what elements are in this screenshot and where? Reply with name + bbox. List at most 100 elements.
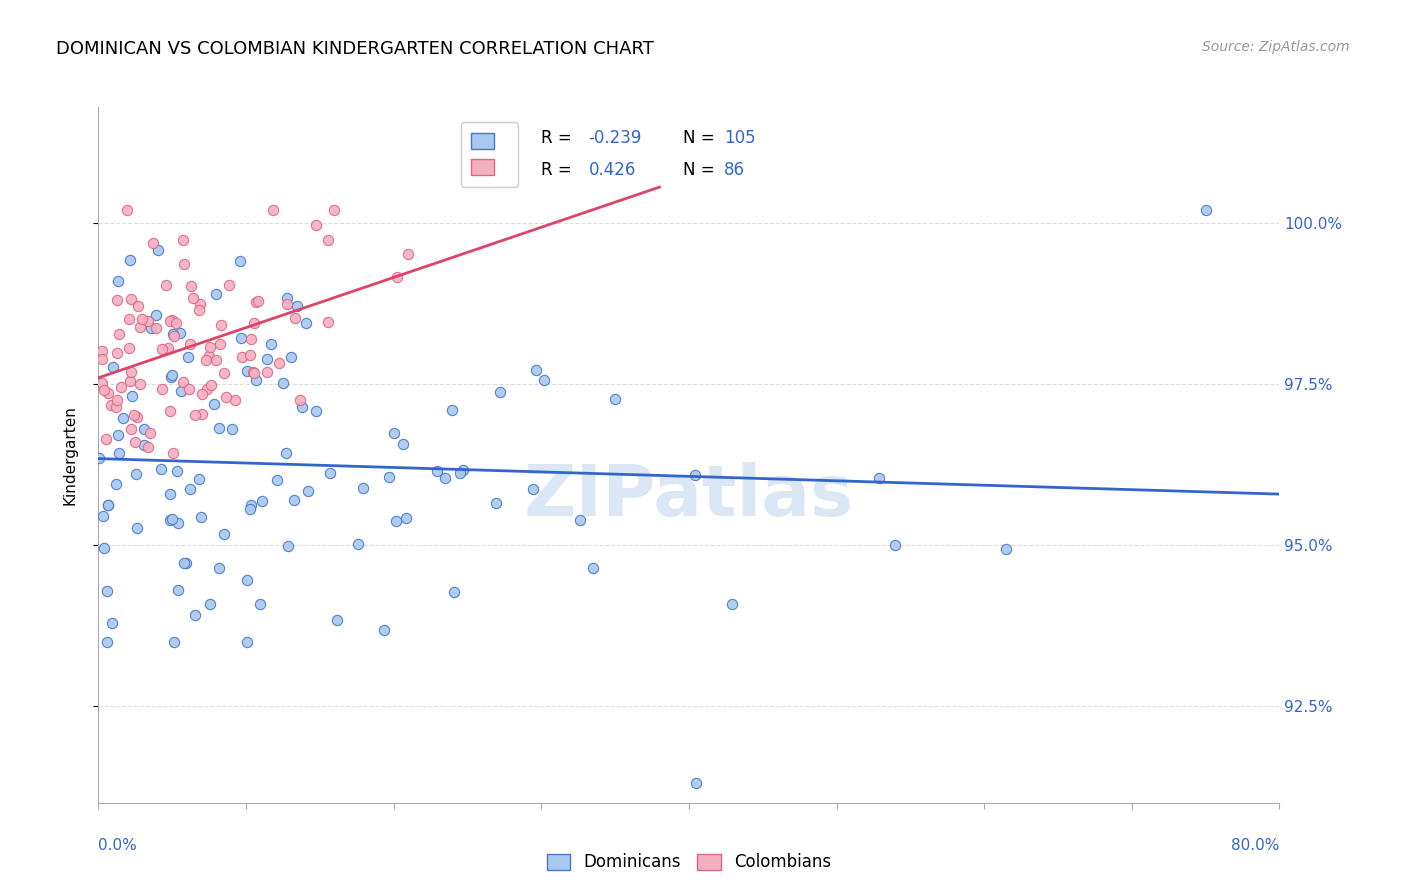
Point <box>522 482 544 496</box>
Point <box>150 462 173 476</box>
Point <box>134 438 156 452</box>
Point <box>346 537 368 551</box>
Point <box>139 425 162 440</box>
Point <box>96 584 118 599</box>
Point <box>721 597 744 611</box>
Point <box>242 365 264 379</box>
Point <box>228 254 250 268</box>
Point <box>603 392 626 407</box>
Point <box>118 312 141 326</box>
Point <box>167 516 190 530</box>
Point <box>122 408 145 422</box>
Point <box>120 421 142 435</box>
Point <box>245 294 267 309</box>
Point <box>118 341 141 355</box>
Point <box>105 392 128 407</box>
Point <box>172 233 194 247</box>
Point <box>166 582 188 597</box>
Point <box>136 313 159 327</box>
Point <box>239 498 262 512</box>
Point <box>166 464 188 478</box>
Text: 105: 105 <box>724 129 756 147</box>
Point <box>172 375 194 389</box>
Point <box>239 501 262 516</box>
Point <box>107 326 129 341</box>
Point <box>569 513 592 527</box>
Legend: Dominicans, Colombians: Dominicans, Colombians <box>540 847 838 878</box>
Point <box>239 349 262 363</box>
Point <box>316 315 339 329</box>
Point <box>208 336 231 351</box>
Point <box>489 385 512 400</box>
Text: N =: N = <box>683 161 720 178</box>
Point <box>276 297 298 311</box>
Point <box>181 291 204 305</box>
Point <box>89 450 111 465</box>
Point <box>205 286 228 301</box>
Point <box>162 512 184 526</box>
Point <box>385 514 408 528</box>
Point <box>129 376 152 391</box>
Point <box>155 278 177 293</box>
Point <box>214 527 236 541</box>
Point <box>271 376 294 390</box>
Text: -0.239: -0.239 <box>589 129 643 147</box>
Point <box>104 401 127 415</box>
Point <box>159 487 181 501</box>
Point <box>162 446 184 460</box>
Point <box>120 253 142 268</box>
Point <box>319 466 342 480</box>
Point <box>125 409 148 424</box>
Point <box>104 476 127 491</box>
Point <box>94 432 117 446</box>
Point <box>105 346 128 360</box>
Point <box>280 350 302 364</box>
Point <box>392 437 415 451</box>
Point <box>440 402 463 417</box>
Point <box>995 541 1018 556</box>
Text: Source: ZipAtlas.com: Source: ZipAtlas.com <box>1202 40 1350 54</box>
Point <box>93 541 115 555</box>
Point <box>449 467 471 481</box>
Text: R =: R = <box>541 161 578 178</box>
Point <box>176 557 198 571</box>
Point <box>145 321 167 335</box>
Point <box>179 482 201 496</box>
Point <box>884 538 907 552</box>
Point <box>162 327 184 342</box>
Point <box>97 499 120 513</box>
Point <box>107 274 129 288</box>
Point <box>163 328 186 343</box>
Point <box>112 410 135 425</box>
Point <box>121 389 143 403</box>
Point <box>285 299 308 313</box>
Point <box>378 470 401 484</box>
Point <box>224 392 246 407</box>
Point <box>276 445 298 459</box>
Point <box>267 356 290 370</box>
Point <box>127 299 149 313</box>
Point <box>125 520 148 534</box>
Point <box>107 428 129 442</box>
Point <box>284 311 307 326</box>
Point <box>212 366 235 380</box>
Point <box>236 364 259 378</box>
Point <box>105 293 128 308</box>
Point <box>288 392 311 407</box>
Point <box>485 495 508 509</box>
Text: 86: 86 <box>724 161 745 178</box>
Point <box>107 446 129 460</box>
Point <box>209 318 232 332</box>
Point <box>249 598 271 612</box>
Point <box>101 360 124 375</box>
Point <box>96 385 118 400</box>
Point <box>266 473 288 487</box>
Point <box>96 498 118 512</box>
Point <box>221 422 243 436</box>
Point <box>159 403 181 417</box>
Point <box>256 352 278 367</box>
Point <box>433 471 456 485</box>
Point <box>218 277 240 292</box>
Point <box>120 365 142 379</box>
Point <box>165 317 187 331</box>
